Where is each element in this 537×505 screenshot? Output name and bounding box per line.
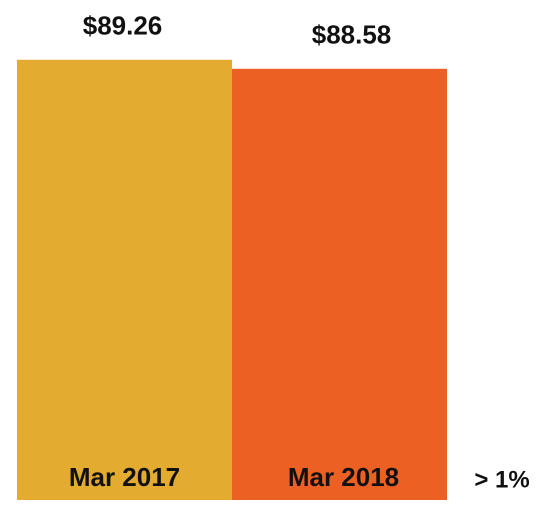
value-label: $88.58: [312, 20, 392, 50]
category-label: Mar 2017: [69, 462, 180, 492]
annotation: > 1%: [474, 466, 529, 493]
bar: [232, 68, 447, 500]
value-label: $89.26: [83, 11, 163, 41]
category-label: Mar 2018: [288, 462, 399, 492]
bar: [17, 59, 232, 500]
